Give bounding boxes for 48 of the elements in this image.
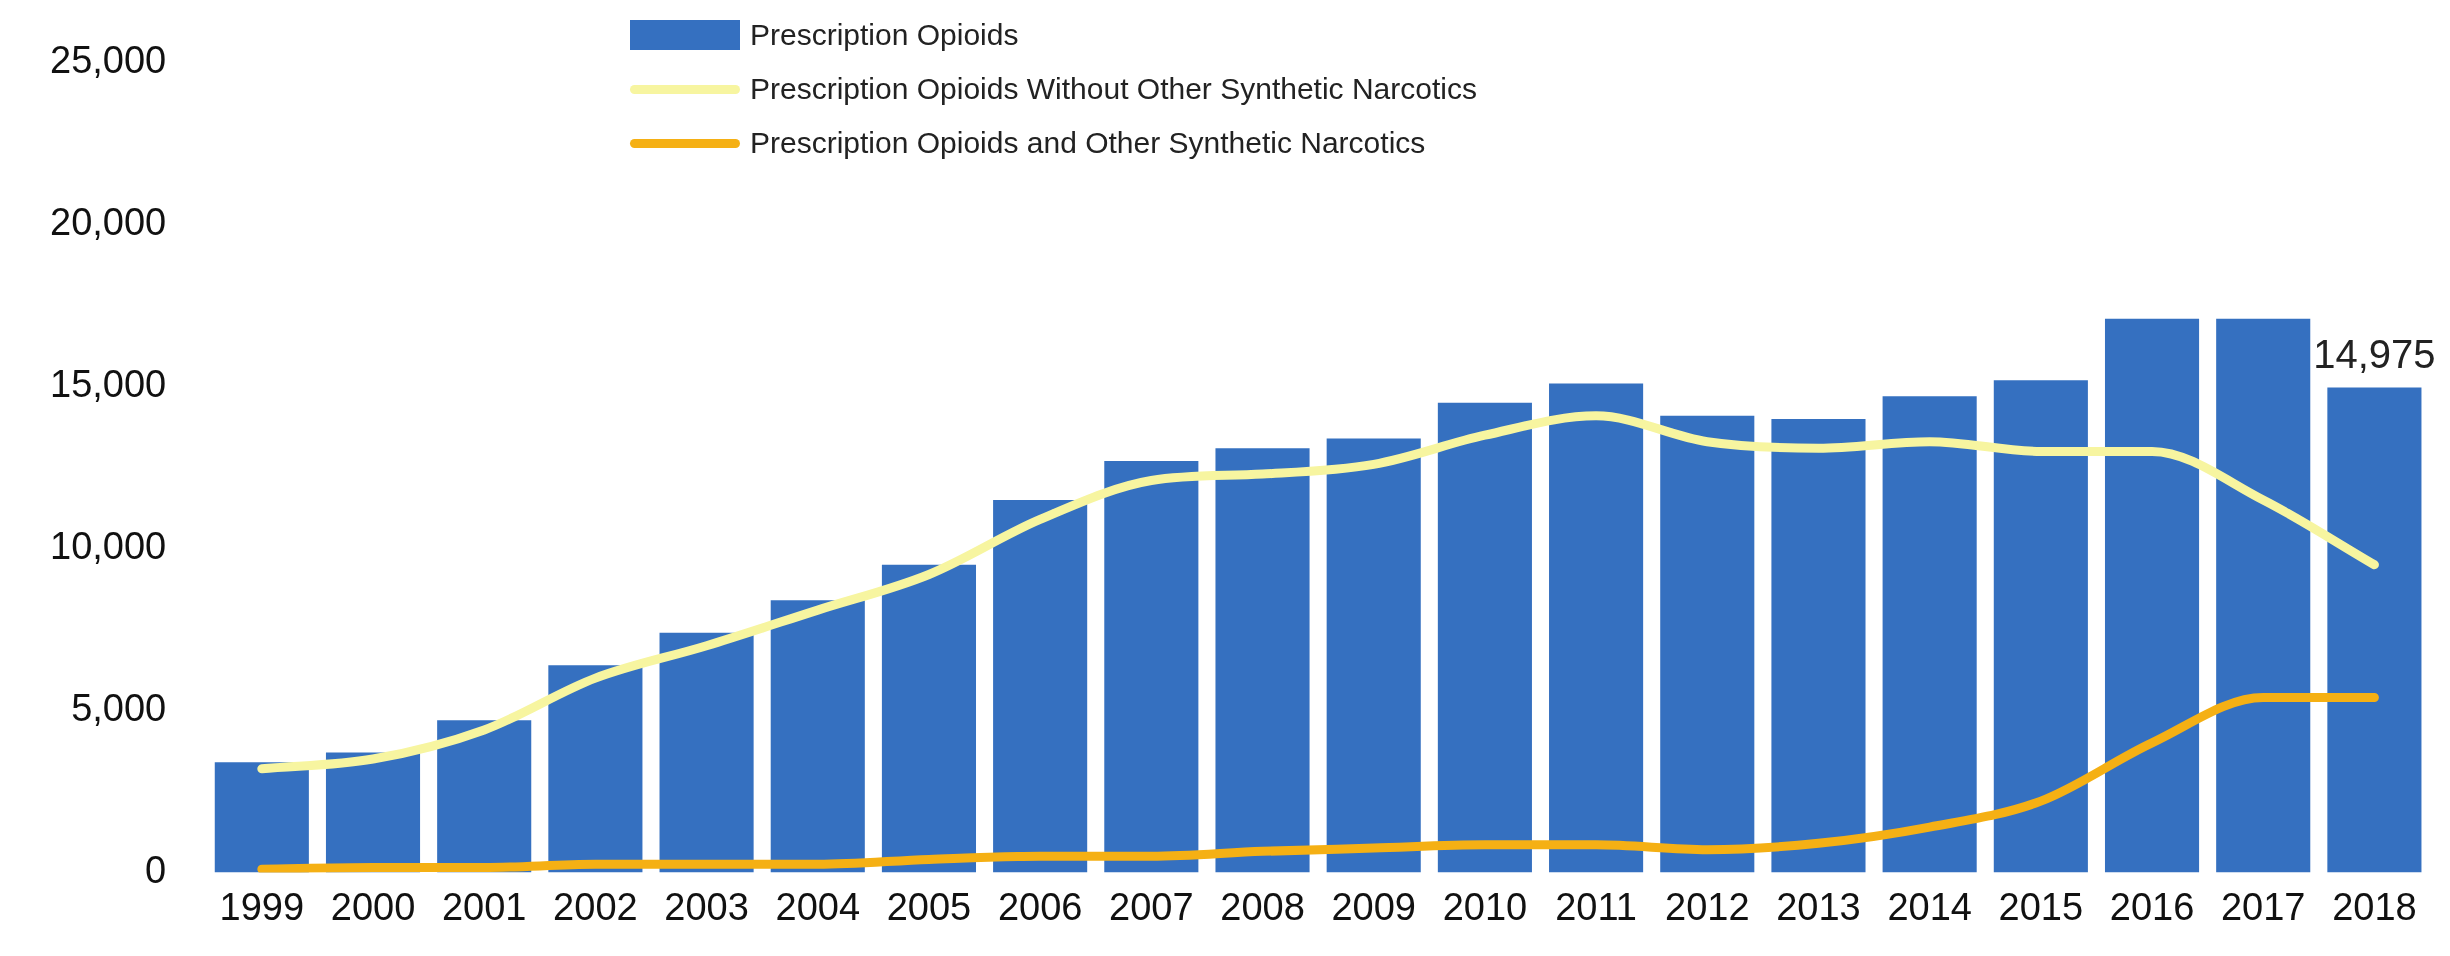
x-tick-label: 2002 (553, 885, 638, 928)
x-tick-label: 2005 (886, 885, 972, 928)
x-tick-label: 2000 (330, 885, 416, 928)
bar (1437, 402, 1532, 873)
x-tick-label: 2012 (1665, 885, 1750, 928)
x-tick-label: 2009 (1331, 885, 1416, 928)
y-tick-label: 0 (145, 848, 167, 891)
x-tick-label: 2016 (2109, 885, 2195, 928)
bar (214, 762, 309, 873)
x-tick-label: 2006 (997, 885, 1083, 928)
y-tick-label: 15,000 (49, 363, 167, 406)
x-tick-label: 2011 (1555, 885, 1637, 928)
bar (548, 665, 643, 873)
y-tick-label: 20,000 (49, 201, 167, 244)
x-tick-label: 2014 (1887, 885, 1972, 928)
bar (659, 632, 754, 873)
bar (770, 600, 865, 873)
bar (1771, 419, 1866, 873)
legend-label: Prescription Opioids and Other Synthetic Narcotics (750, 126, 1426, 160)
bar (1549, 383, 1644, 873)
y-tick-label: 25,000 (49, 39, 167, 82)
bar (2327, 387, 2422, 873)
bar (2216, 318, 2311, 873)
x-tick-label: 2017 (2220, 885, 2306, 928)
bar (2104, 318, 2200, 873)
x-tick-label: 2001 (441, 885, 527, 928)
bar (881, 564, 977, 873)
x-tick-label: 2010 (1442, 885, 1528, 928)
x-tick-label: 2018 (2332, 885, 2417, 928)
x-tick-label: 2008 (1220, 885, 1305, 928)
legend-label: Prescription Opioids Without Other Synthetic Narcotics (750, 72, 1477, 106)
bar (1326, 438, 1421, 873)
y-tick-label: 5,000 (71, 686, 167, 729)
x-tick-label: 1999 (219, 885, 305, 928)
data-label: 14,975 (2313, 332, 2436, 377)
bar (1993, 380, 2088, 873)
bar (1882, 396, 1977, 873)
legend-label: Prescription Opioids (750, 18, 1019, 52)
bar (1215, 448, 1310, 873)
bar (993, 499, 1088, 873)
bar (1104, 461, 1199, 873)
x-tick-label: 2013 (1776, 885, 1861, 928)
x-tick-label: 2003 (664, 885, 749, 928)
bar (1660, 415, 1755, 873)
x-tick-label: 2007 (1109, 885, 1194, 928)
y-tick-label: 10,000 (49, 525, 167, 568)
x-tick-label: 2015 (1998, 885, 2084, 928)
x-tick-label: 2004 (775, 885, 861, 928)
